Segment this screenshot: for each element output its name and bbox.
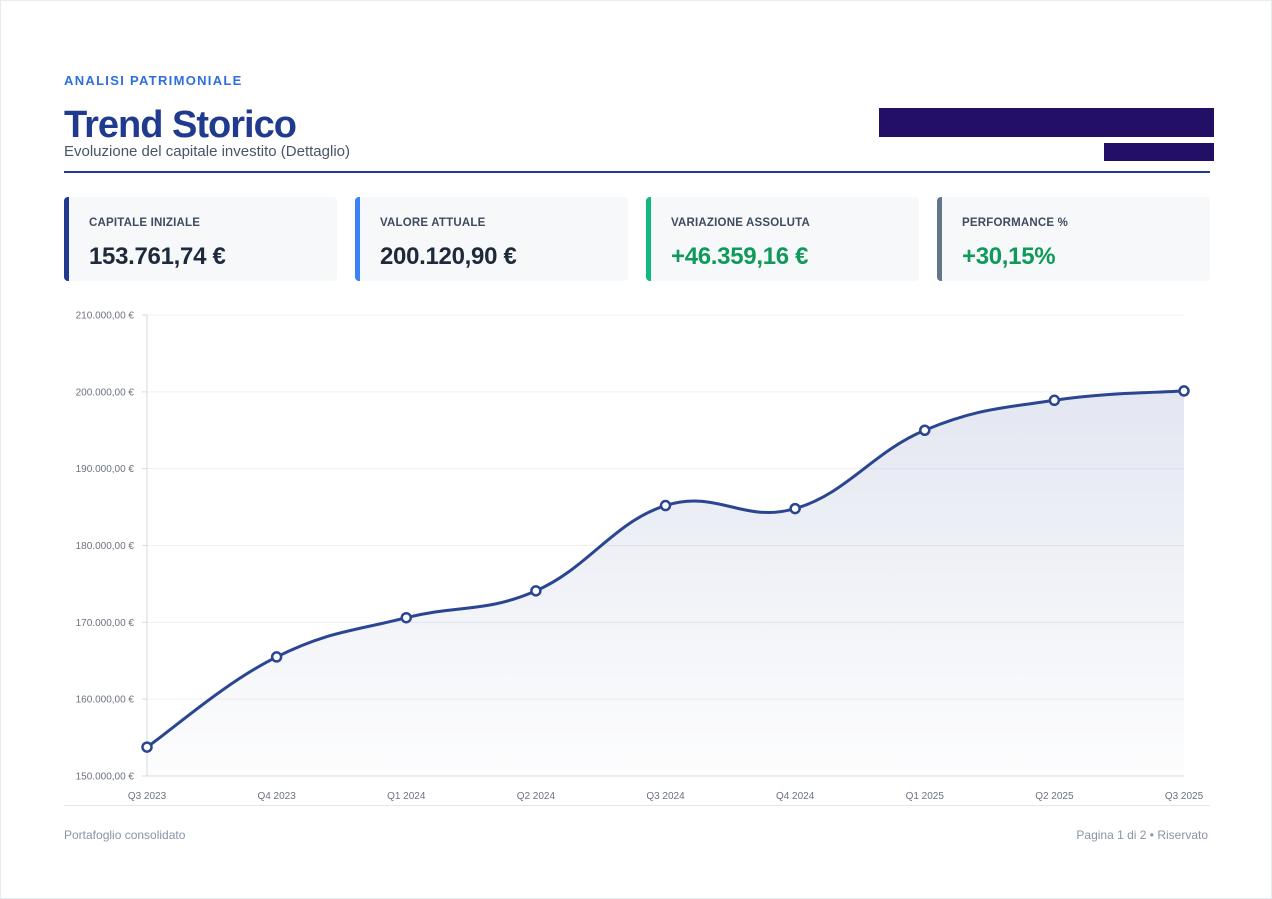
data-point [1178,385,1190,397]
y-tick-label: 200.000,00 € [76,387,135,398]
header-divider [64,171,1210,173]
footer-divider [64,805,1210,806]
y-tick-label: 170.000,00 € [76,618,135,629]
x-tick-labels: Q3 2023 Q4 2023 Q1 2024 Q2 2024 Q3 2024 Q4 20… [128,791,1204,802]
y-tick-labels: 150.000,00 € 160.000,00 € 170.000,00 € 180.… [76,311,135,783]
y-tick-label: 160.000,00 € [76,695,135,706]
redacted-block [879,108,1214,137]
x-tick-label: Q2 2024 [517,791,556,802]
data-point [919,424,931,436]
kpi-label: VARIAZIONE ASSOLUTA [671,217,811,229]
y-tick-label: 180.000,00 € [76,541,135,552]
data-point [141,741,153,753]
footer-left-text: Portafoglio consolidato [64,828,186,842]
x-tick-label: Q3 2023 [128,791,167,802]
data-point [1048,394,1061,407]
y-tick-label: 150.000,00 € [76,772,135,783]
kpi-card-valore-attuale: VALORE ATTUALE 200.120,90 € [355,197,628,281]
kpi-card-capitale-iniziale: CAPITALE INIZIALE 153.761,74 € [64,197,337,281]
x-tick-label: Q4 2023 [257,791,296,802]
kpi-value: +30,15% [962,243,1056,270]
kpi-label: CAPITALE INIZIALE [89,217,201,229]
data-point [400,611,412,624]
section-eyebrow: ANALISI PATRIMONIALE [64,73,243,88]
data-point [789,502,801,515]
kpi-value: 200.120,90 € [380,243,517,270]
kpi-label: VALORE ATTUALE [380,217,486,229]
kpi-card-performance: PERFORMANCE % +30,15% [937,197,1210,281]
data-point [530,585,542,597]
footer-right-text: Pagina 1 di 2 • Riservato [1076,828,1208,842]
kpi-card-variazione-assoluta: VARIAZIONE ASSOLUTA +46.359,16 € [646,197,919,281]
page-subtitle: Evoluzione del capitale investito (Detta… [64,143,350,160]
kpi-value: +46.359,16 € [671,243,809,270]
data-point [270,651,283,663]
x-tick-label: Q3 2025 [1165,791,1204,802]
x-tick-label: Q3 2024 [646,791,685,802]
kpi-value: 153.761,74 € [89,243,226,270]
kpi-label: PERFORMANCE % [962,217,1069,229]
trend-chart-svg: 150.000,00 € 160.000,00 € 170.000,00 € 180.… [76,311,1204,803]
x-tick-label: Q4 2024 [776,791,815,802]
data-point [659,499,672,512]
page-title: Trend Storico [64,104,297,146]
x-tick-label: Q1 2024 [387,791,426,802]
area-fill [147,390,1184,776]
trend-chart: 150.000,00 € 160.000,00 € 170.000,00 € 180.… [1,291,1272,811]
data-points [141,385,1190,753]
kpi-row: CAPITALE INIZIALE 153.761,74 € VALORE AT… [64,197,1210,281]
redacted-block-small [1104,143,1214,161]
y-tick-label: 190.000,00 € [76,464,135,475]
x-tick-label: Q1 2025 [906,791,945,802]
y-tick-label: 210.000,00 € [76,311,135,322]
x-tick-label: Q2 2025 [1035,791,1074,802]
